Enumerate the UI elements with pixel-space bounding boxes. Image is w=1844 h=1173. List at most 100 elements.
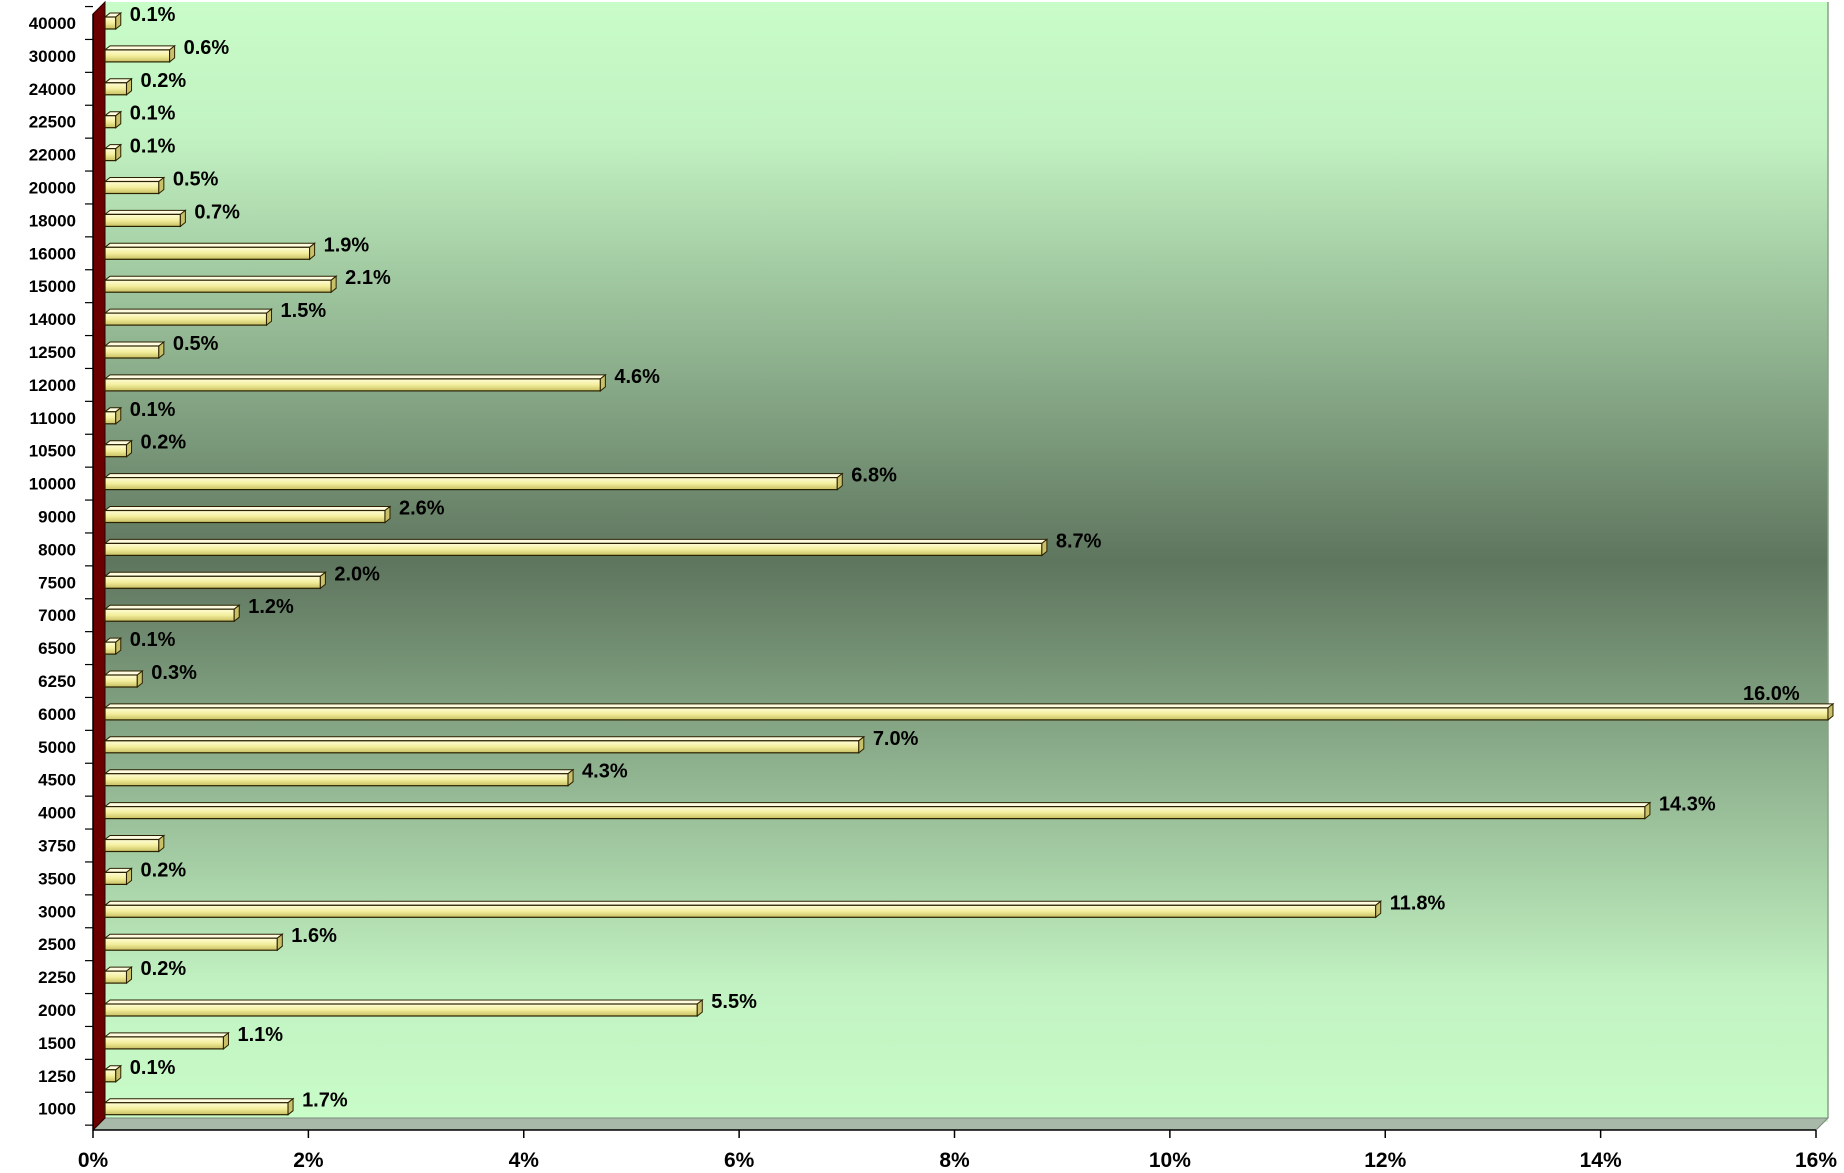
bar-end-cap <box>115 110 122 129</box>
y-category-label: 6500 <box>38 639 76 658</box>
data-label: 0.2% <box>141 432 187 454</box>
bar-end-cap <box>1644 801 1651 820</box>
y-category-label: 24000 <box>29 80 76 99</box>
y-category-label: 8000 <box>38 540 76 559</box>
plot-back-wall <box>105 2 1828 1122</box>
bar-front-face <box>104 279 332 293</box>
data-label: 0.6% <box>184 37 230 59</box>
bar-front-face <box>104 575 321 589</box>
bar-end-cap <box>115 11 122 31</box>
bar-front-face <box>104 1102 289 1116</box>
data-label: 4.6% <box>614 366 660 388</box>
bar-end-cap <box>309 242 316 261</box>
bar-end-cap <box>126 867 133 886</box>
bar-3500 <box>103 867 133 886</box>
bar-front-face <box>104 213 181 227</box>
data-label: 5.5% <box>711 991 757 1013</box>
labels-layer: 1000 1.7% 1250 0.1% 1500 1.1% 2000 5.5% 2250 0.2%… <box>29 4 1800 1119</box>
data-label: 6.8% <box>851 465 897 487</box>
y-category-label: 15000 <box>29 277 76 296</box>
y-category-label: 22500 <box>29 113 76 132</box>
data-label: 0.2% <box>141 958 187 980</box>
bar-end-cap <box>1041 538 1048 557</box>
bar-5000 <box>103 735 866 754</box>
y-category-label: 3500 <box>38 869 76 888</box>
bar-front-face <box>104 904 1377 918</box>
bar-top-face <box>103 341 166 347</box>
y-category-label: 14000 <box>29 310 76 329</box>
bar-9000 <box>103 505 392 524</box>
bar-top-face <box>103 242 317 248</box>
y-category-label: 22000 <box>29 146 76 165</box>
bar-18000 <box>103 209 187 228</box>
y-category-label: 6000 <box>38 705 76 724</box>
bar-end-cap <box>696 998 703 1018</box>
bar-front-face <box>104 378 601 392</box>
y-category-label: 1250 <box>38 1067 76 1086</box>
y-category-label: 2250 <box>38 968 76 987</box>
bar-front-face <box>104 82 128 96</box>
x-tick-label: 12% <box>1364 1149 1406 1172</box>
y-category-label: 16000 <box>29 244 76 263</box>
bar-end-cap <box>384 505 391 524</box>
bar-8000 <box>103 538 1049 557</box>
bar-10000 <box>103 472 844 491</box>
y-category-label: 3750 <box>38 837 76 856</box>
bar-end-cap <box>115 1064 122 1083</box>
bar-end-cap <box>126 77 133 96</box>
bar-end-cap <box>858 735 865 754</box>
data-label: 0.5% <box>173 169 219 191</box>
bar-2250 <box>103 966 133 985</box>
bar-front-face <box>104 937 278 951</box>
bar-top-face <box>103 275 338 281</box>
x-tick-label: 2% <box>293 1149 324 1172</box>
bar-end-cap <box>158 834 165 853</box>
bar-15000 <box>103 275 338 294</box>
bar-7500 <box>103 571 327 590</box>
bar-end-cap <box>287 1097 294 1116</box>
bar-front-face <box>104 246 311 260</box>
bar-end-cap <box>599 373 606 392</box>
bar-2000 <box>103 998 704 1018</box>
bar-front-face <box>104 970 128 984</box>
bar-end-cap <box>567 768 574 787</box>
bar-top-face <box>103 473 844 479</box>
data-label: 0.1% <box>130 1057 176 1079</box>
bar-16000 <box>103 242 317 261</box>
data-label: 0.1% <box>130 103 176 125</box>
bar-top-face <box>103 177 166 182</box>
data-label: 1.7% <box>302 1090 348 1112</box>
data-label: 2.6% <box>399 498 445 520</box>
bar-end-cap <box>158 340 165 360</box>
bar-20000 <box>103 176 166 195</box>
bar-top-face <box>103 374 607 380</box>
data-label: 0.1% <box>130 4 176 26</box>
bar-11000 <box>103 406 123 425</box>
y-category-label: 12000 <box>29 376 76 395</box>
bar-front-face <box>104 542 1043 557</box>
y-category-label: 1500 <box>38 1034 76 1053</box>
data-label: 1.5% <box>281 300 327 322</box>
data-label: 0.1% <box>130 399 176 421</box>
bar-front-face <box>104 1036 225 1050</box>
bar-front-face <box>104 1069 117 1083</box>
x-tick-label: 6% <box>724 1149 755 1172</box>
bar-end-cap <box>126 439 133 458</box>
bar-1000 <box>103 1097 295 1116</box>
bar-22500 <box>103 110 123 129</box>
bar-4000 <box>103 801 1652 820</box>
bar-10500 <box>103 439 133 458</box>
y-category-label: 10000 <box>29 475 76 494</box>
bar-40000 <box>103 11 123 31</box>
x-tick-label: 4% <box>509 1149 540 1172</box>
bar-front-face <box>104 608 235 622</box>
bar-front-face <box>104 871 128 886</box>
bar-7000 <box>103 604 241 623</box>
data-label: 16.0% <box>1743 683 1800 705</box>
bar-front-face <box>104 148 117 162</box>
bar-end-cap <box>179 209 186 228</box>
y-category-label: 2500 <box>38 935 76 954</box>
bar-top-face <box>103 506 392 511</box>
bar-front-face <box>104 411 117 425</box>
